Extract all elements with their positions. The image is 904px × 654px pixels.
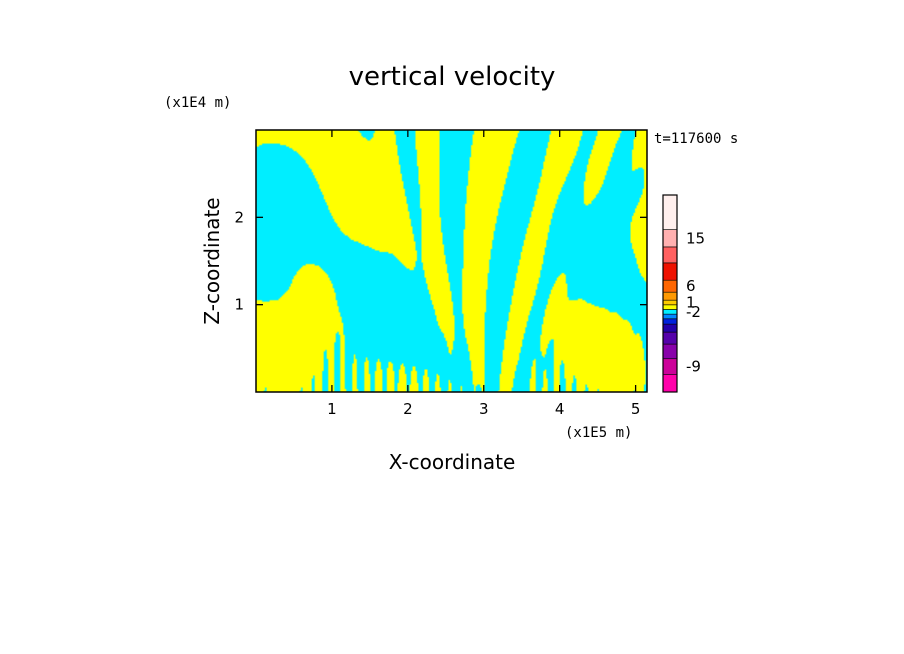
colorbar-label: -9 [686, 358, 701, 376]
velocity-field [256, 130, 647, 392]
colorbar-swatch [662, 323, 678, 333]
velocity-field-image [256, 130, 647, 392]
colorbar-swatch [662, 246, 678, 264]
x-tick-label: 2 [403, 400, 413, 418]
x-unit-label: (x1E5 m) [565, 425, 632, 441]
colorbar-swatch [662, 309, 678, 315]
colorbar-swatch [662, 318, 678, 325]
colorbar-swatch [662, 229, 678, 248]
colorbar-swatch [662, 331, 678, 345]
colorbar-swatch [662, 194, 678, 230]
colorbar-label: 6 [686, 277, 696, 295]
colorbar-label: 1 [686, 293, 696, 311]
colorbar-label: -2 [686, 303, 701, 321]
y-tick-label: 2 [234, 208, 244, 226]
colorbar-swatch [662, 374, 678, 393]
colorbar-label: 15 [686, 229, 705, 247]
x-tick-label: 1 [327, 400, 337, 418]
colorbar-swatch [662, 262, 678, 281]
colorbar: 15 61-2 -9 [662, 194, 705, 393]
colorbar-frame [662, 194, 678, 393]
x-axis-label: X-coordinate [389, 450, 516, 474]
colorbar-swatch [662, 304, 678, 310]
x-tick-label: 3 [479, 400, 489, 418]
colorbar-swatch [662, 343, 678, 360]
chart-title: vertical velocity [349, 62, 556, 92]
colorbar-swatch [662, 299, 678, 306]
y-axis: 12 [234, 208, 647, 314]
colorbar-swatch [662, 313, 678, 320]
x-tick-label: 5 [631, 400, 641, 418]
y-unit-label: (x1E4 m) [164, 95, 231, 111]
colorbar-swatch [662, 291, 678, 301]
colorbar-swatch [662, 279, 678, 293]
colorbar-swatch [662, 358, 678, 375]
x-axis: 1 2 3 4 5 [327, 130, 640, 418]
x-tick-label: 4 [555, 400, 565, 418]
time-label: t=117600 s [654, 131, 738, 147]
y-tick-label: 1 [234, 296, 244, 314]
plot-frame [255, 129, 648, 393]
y-axis-label: Z-coordinate [200, 197, 224, 324]
